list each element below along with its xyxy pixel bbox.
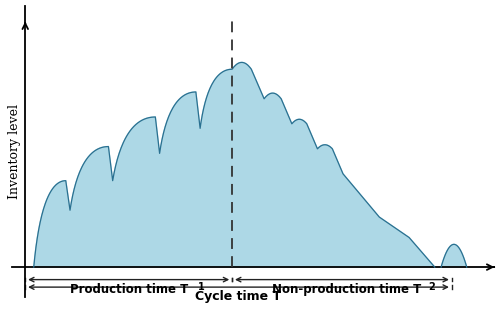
Text: 2: 2 <box>428 282 436 292</box>
Text: 1: 1 <box>198 282 205 292</box>
Polygon shape <box>34 62 434 267</box>
Text: Non-production time T: Non-production time T <box>272 283 421 296</box>
Polygon shape <box>441 244 466 267</box>
Text: Production time T: Production time T <box>70 283 188 296</box>
Y-axis label: Inventory level: Inventory level <box>8 104 21 199</box>
Text: Cycle time T: Cycle time T <box>196 290 282 303</box>
